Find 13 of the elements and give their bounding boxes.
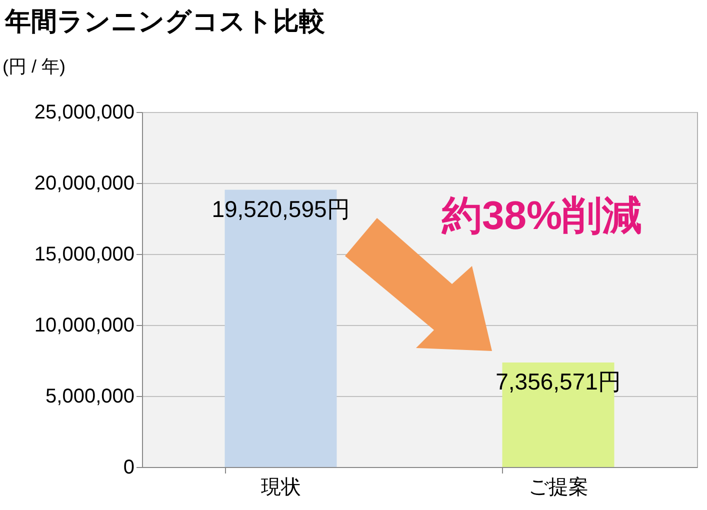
y-axis-title: (円 / 年) bbox=[2, 56, 66, 76]
data-label: 19,520,595円 bbox=[212, 196, 350, 222]
y-tick-label: 0 bbox=[123, 456, 134, 478]
y-tick-label: 25,000,000 bbox=[34, 102, 134, 124]
y-tick-label: 5,000,000 bbox=[46, 386, 134, 408]
y-tick-label: 20,000,000 bbox=[34, 172, 134, 194]
chart-title: 年間ランニングコスト比較 bbox=[4, 6, 326, 36]
x-tick-label: ご提案 bbox=[528, 476, 588, 498]
annotation: 約38%削減 bbox=[440, 194, 642, 238]
y-tick-label: 10,000,000 bbox=[34, 314, 134, 336]
data-label: 7,356,571円 bbox=[496, 368, 621, 395]
x-tick-label: 現状 bbox=[260, 476, 301, 498]
y-tick-label: 15,000,000 bbox=[34, 244, 134, 266]
